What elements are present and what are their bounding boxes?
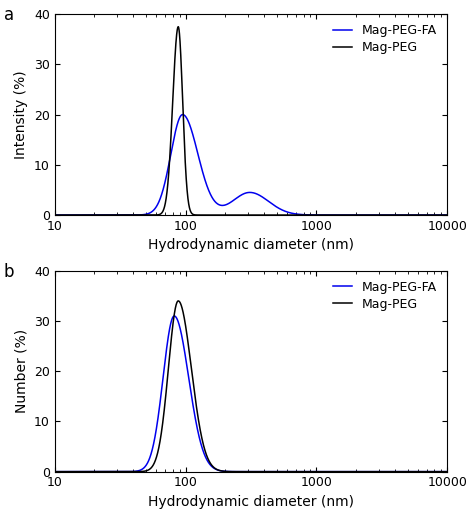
Mag-PEG-FA	[172, 313, 177, 319]
Mag-PEG	[284, 212, 290, 218]
Mag-PEG	[284, 469, 290, 475]
Mag-PEG-FA	[343, 212, 348, 218]
Text: b: b	[4, 263, 14, 281]
Mag-PEG	[175, 298, 181, 304]
Mag-PEG	[301, 469, 307, 475]
Mag-PEG-FA	[301, 212, 307, 218]
Text: a: a	[4, 6, 14, 24]
Mag-PEG	[364, 212, 370, 218]
Mag-PEG	[343, 469, 348, 475]
Mag-PEG	[52, 212, 57, 218]
Mag-PEG-FA	[52, 212, 57, 218]
Mag-PEG-FA	[444, 469, 450, 475]
Mag-PEG	[52, 469, 57, 475]
Mag-PEG-FA	[301, 469, 307, 475]
Mag-PEG-FA	[444, 212, 450, 218]
Mag-PEG-FA	[364, 469, 369, 475]
Line: Mag-PEG-FA: Mag-PEG-FA	[55, 115, 447, 215]
Y-axis label: Intensity (%): Intensity (%)	[14, 70, 28, 159]
X-axis label: Hydrodynamic diameter (nm): Hydrodynamic diameter (nm)	[148, 238, 354, 252]
Mag-PEG-FA	[284, 209, 290, 215]
Mag-PEG-FA	[180, 111, 185, 118]
Mag-PEG-FA	[194, 423, 200, 429]
Mag-PEG	[175, 24, 181, 30]
Mag-PEG	[343, 212, 348, 218]
Mag-PEG	[444, 212, 450, 218]
Mag-PEG	[345, 212, 351, 218]
Mag-PEG-FA	[343, 469, 348, 475]
Mag-PEG	[364, 469, 369, 475]
Mag-PEG-FA	[72, 469, 77, 475]
Mag-PEG	[444, 469, 450, 475]
Y-axis label: Number (%): Number (%)	[14, 329, 28, 413]
Mag-PEG-FA	[194, 147, 200, 153]
Line: Mag-PEG-FA: Mag-PEG-FA	[55, 316, 447, 472]
Line: Mag-PEG: Mag-PEG	[55, 27, 447, 215]
Mag-PEG	[301, 212, 307, 218]
Mag-PEG	[194, 406, 200, 412]
Mag-PEG-FA	[284, 469, 290, 475]
Mag-PEG	[194, 212, 200, 218]
Line: Mag-PEG: Mag-PEG	[55, 301, 447, 472]
Mag-PEG-FA	[72, 212, 77, 218]
Mag-PEG-FA	[364, 212, 369, 218]
Legend: Mag-PEG-FA, Mag-PEG: Mag-PEG-FA, Mag-PEG	[329, 277, 441, 314]
X-axis label: Hydrodynamic diameter (nm): Hydrodynamic diameter (nm)	[148, 495, 354, 509]
Mag-PEG	[72, 212, 77, 218]
Mag-PEG-FA	[52, 469, 57, 475]
Legend: Mag-PEG-FA, Mag-PEG: Mag-PEG-FA, Mag-PEG	[329, 21, 441, 58]
Mag-PEG	[72, 469, 77, 475]
